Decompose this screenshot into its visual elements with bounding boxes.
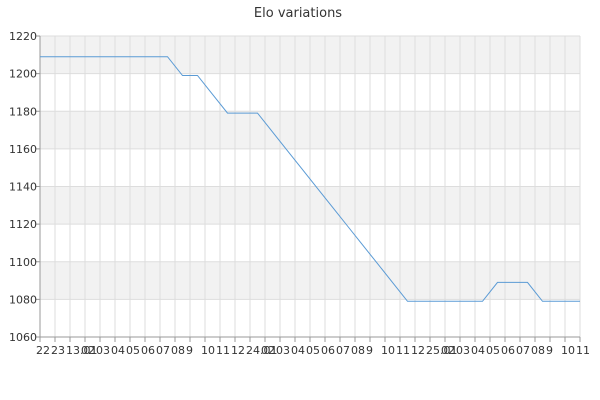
axes [36,35,581,342]
x-tick-label: 06 [321,344,335,357]
x-tick-label: 04 [471,344,485,357]
series-group [40,56,580,302]
x-tick-label: 06 [141,344,155,357]
y-tick-labels: 1060 1080 1100 1120 1140 1160 1180 1200 1220 [9,30,37,344]
x-tick-label: 10 [561,344,575,357]
x-tick-label: 02 [261,344,275,357]
x-tick-label: 22 [36,344,50,357]
x-tick-label: 03 [276,344,290,357]
x-tick-label: 24.01 [246,344,278,357]
x-tick-label: 12 [411,344,425,357]
y-tick-label: 1080 [9,293,37,306]
y-tick-label: 1120 [9,218,37,231]
x-tick-label: 13.01 [66,344,98,357]
y-tick-label: 1180 [9,105,37,118]
x-tick-label: 07 [336,344,350,357]
x-tick-label: 11 [216,344,230,357]
x-tick-label: 10 [381,344,395,357]
y-tick-label: 1200 [9,68,37,81]
x-tick-label: 11 [396,344,410,357]
x-tick-label: 10 [201,344,215,357]
series-line [40,56,580,302]
x-tick-label: 11 [576,344,590,357]
chart-title: Elo variations [254,6,342,21]
x-tick-label: 08 [171,344,185,357]
x-tick-label: 9 [186,344,193,357]
x-tick-label: 04 [111,344,125,357]
x-tick-label: 23 [51,344,65,357]
x-tick-label: 05 [126,344,140,357]
x-tick-label: 02 [81,344,95,357]
y-tick-label: 1100 [9,256,37,269]
x-tick-label: 07 [516,344,530,357]
x-tick-label: 9 [546,344,553,357]
y-tick-label: 1060 [9,331,37,344]
x-tick-label: 08 [531,344,545,357]
x-tick-label: 04 [291,344,305,357]
y-tick-label: 1160 [9,143,37,156]
x-tick-label: 12 [231,344,245,357]
x-tick-label: 03 [456,344,470,357]
x-tick-label: 07 [156,344,170,357]
x-tick-label: 03 [96,344,110,357]
x-tick-label: 05 [486,344,500,357]
x-tick-label: 9 [366,344,373,357]
x-tick-label: 02 [441,344,455,357]
x-tick-label: 06 [501,344,515,357]
y-tick-label: 1220 [9,30,37,43]
y-tick-label: 1140 [9,181,37,194]
x-tick-label: 25.01 [426,344,458,357]
x-tick-label: 05 [306,344,320,357]
x-tick-label: 08 [351,344,365,357]
